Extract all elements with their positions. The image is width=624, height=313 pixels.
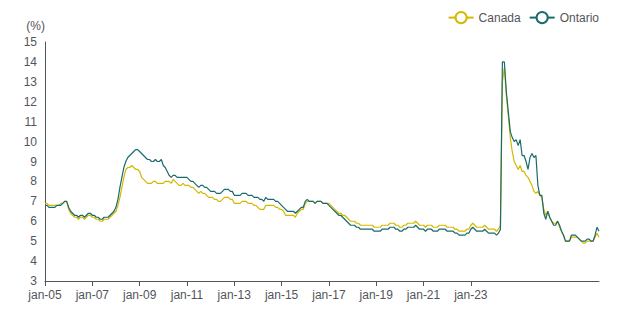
svg-text:Canada: Canada [479, 11, 521, 25]
svg-text:jan-21: jan-21 [406, 288, 441, 302]
svg-text:12: 12 [24, 95, 38, 109]
svg-text:5: 5 [30, 234, 37, 248]
svg-text:jan-11: jan-11 [170, 288, 204, 302]
svg-text:9: 9 [30, 155, 37, 169]
svg-text:14: 14 [24, 55, 38, 69]
svg-text:jan-23: jan-23 [453, 288, 488, 302]
svg-text:8: 8 [30, 174, 37, 188]
svg-text:Ontario: Ontario [560, 11, 600, 25]
svg-text:jan-15: jan-15 [264, 288, 299, 302]
svg-text:7: 7 [30, 194, 37, 208]
svg-text:13: 13 [24, 75, 38, 89]
svg-text:6: 6 [30, 214, 37, 228]
svg-text:jan-07: jan-07 [75, 288, 110, 302]
svg-text:jan-13: jan-13 [217, 288, 252, 302]
svg-text:jan-19: jan-19 [359, 288, 394, 302]
svg-text:jan-09: jan-09 [122, 288, 157, 302]
svg-text:11: 11 [25, 115, 38, 129]
svg-text:jan-17: jan-17 [311, 288, 346, 302]
svg-text:15: 15 [24, 35, 38, 49]
svg-text:10: 10 [24, 135, 38, 149]
svg-text:(%): (%) [26, 19, 45, 33]
svg-text:4: 4 [30, 254, 37, 268]
svg-text:jan-05: jan-05 [27, 288, 62, 302]
svg-text:3: 3 [30, 274, 37, 288]
